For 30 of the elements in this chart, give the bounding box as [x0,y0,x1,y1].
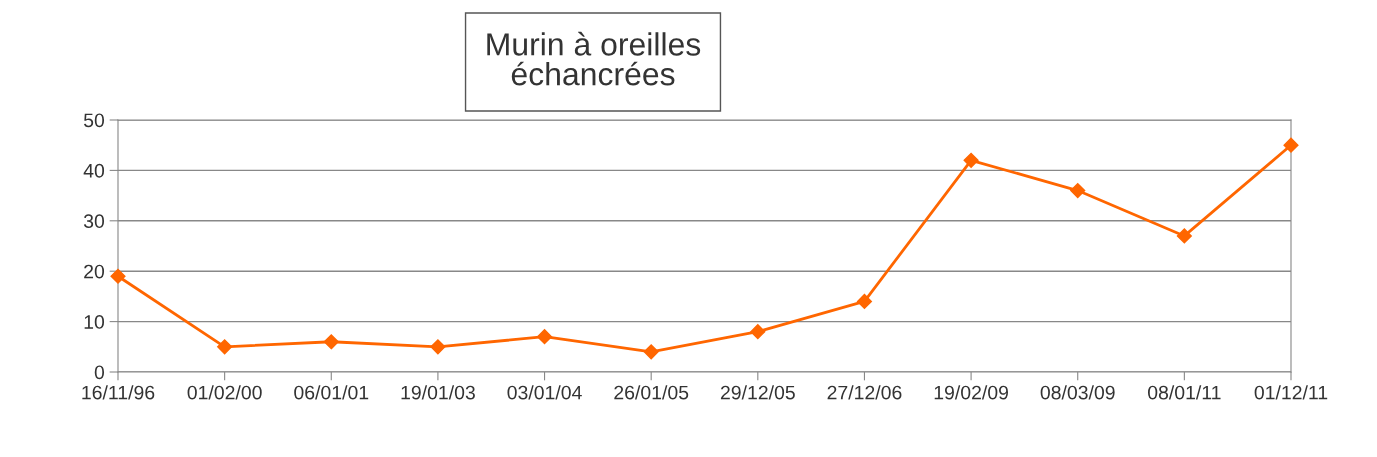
x-tick-label: 19/02/09 [934,385,1009,400]
x-tick-label: 27/12/06 [827,385,902,400]
x-tick-label: 01/12/11 [1254,385,1328,400]
y-tick-label: 30 [83,214,105,229]
point [217,339,233,355]
point [856,293,873,310]
y-tick-label: 40 [83,163,105,178]
x-tick-label: 08/01/11 [1148,385,1221,400]
y-tick-label: 20 [84,264,105,279]
x-tick-label: 06/01/01 [294,385,369,400]
point [430,339,446,355]
point [323,334,339,350]
x-tick-label: 08/03/09 [1040,385,1115,400]
x-tick-label: 16/11/96 [82,385,155,400]
x-tick-label: 03/01/04 [507,385,582,400]
point [643,344,659,360]
y-tick-label: 10 [84,315,105,329]
point [1283,137,1299,153]
y-tick-label: 50 [83,113,105,128]
point [750,324,766,340]
y-tick-label: 0 [94,365,105,380]
x-tick-label: 26/01/05 [614,385,689,400]
point [536,329,553,345]
point [963,152,979,168]
point [1176,228,1192,244]
point [1070,182,1086,199]
x-tick-label: 19/01/03 [401,385,475,400]
chart-title: Murin à oreilles échancrées [487,31,701,86]
x-tick-label: 01/02/00 [187,385,262,400]
x-tick-label: 29/12/05 [720,385,795,400]
